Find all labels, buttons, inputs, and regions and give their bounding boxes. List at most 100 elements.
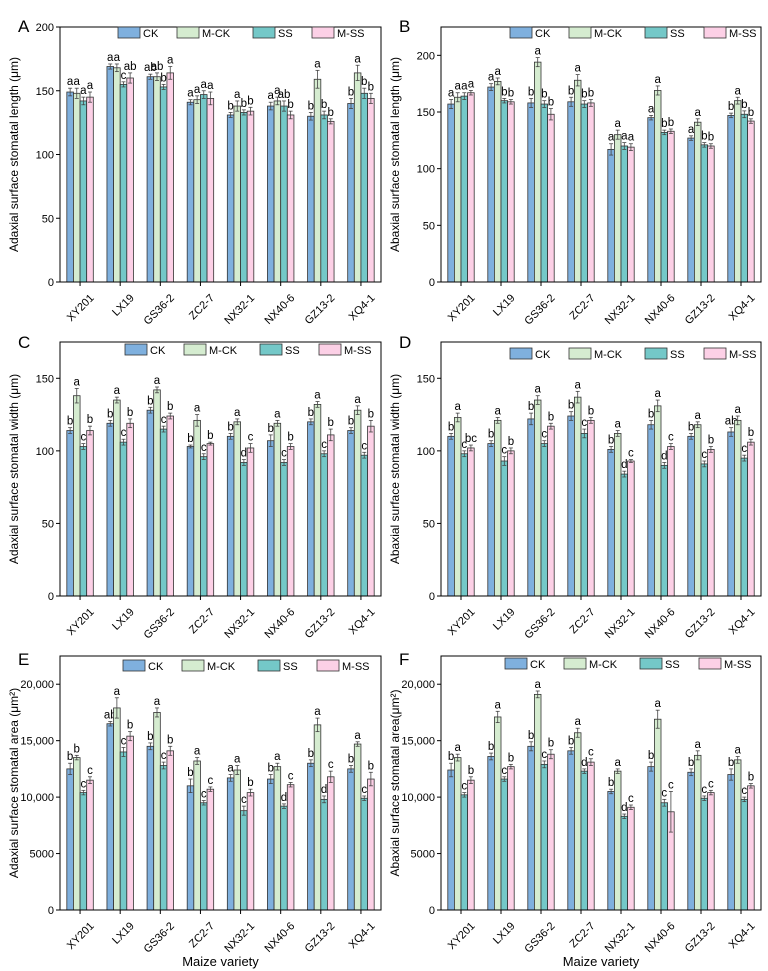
significance-label: bc <box>465 433 477 445</box>
significance-label: a <box>194 84 201 96</box>
significance-label: c <box>87 765 93 777</box>
significance-label: b <box>728 101 734 113</box>
bar-m-ck-gz13-2 <box>313 78 322 283</box>
bar-ss-zc2-7 <box>200 94 208 283</box>
significance-label: b <box>147 731 153 743</box>
significance-label: ab <box>151 61 164 73</box>
significance-label: b <box>648 408 654 420</box>
legend-label: CK <box>148 661 164 673</box>
x-tick-label: LX19 <box>110 920 137 947</box>
significance-label: a <box>354 730 361 742</box>
significance-label: a <box>207 80 214 92</box>
bar-ck-xq4-1 <box>347 103 355 283</box>
significance-label: b <box>741 99 747 111</box>
legend-label: M-SS <box>729 349 757 361</box>
bar-ck-nx40-6 <box>647 117 655 283</box>
bar-m-ss-xy201 <box>86 779 94 911</box>
bar-ss-zc2-7 <box>200 802 208 911</box>
bar-ck-nx40-6 <box>267 105 275 283</box>
significance-label: b <box>708 435 714 447</box>
significance-label: b <box>268 423 274 435</box>
x-tick-label: ZC2-7 <box>568 606 598 636</box>
significance-label: b <box>167 734 173 746</box>
significance-label: c <box>461 439 467 451</box>
bar-ss-lx19 <box>500 100 508 283</box>
significance-label: a <box>494 405 501 417</box>
significance-label: c <box>80 778 86 790</box>
bar-m-ss-zc2-7 <box>587 102 595 283</box>
x-tick-label: XY201 <box>65 606 97 638</box>
bar-ck-xy201 <box>66 768 74 911</box>
x-tick-label: GZ13-2 <box>683 292 718 327</box>
significance-label: a <box>628 132 635 144</box>
bar-ss-gs36-2 <box>540 103 548 283</box>
bar-ss-xq4-1 <box>360 454 368 597</box>
significance-label: b <box>468 765 474 777</box>
bar-m-ss-nx32-1 <box>246 447 255 597</box>
significance-label: a <box>654 74 661 86</box>
significance-label: b <box>127 407 133 419</box>
significance-label: c <box>541 749 547 761</box>
x-tick-label: GS36-2 <box>142 606 177 641</box>
legend-swatch-ck <box>117 26 141 39</box>
bar-ck-xy201 <box>66 430 74 597</box>
bar-ck-nx32-1 <box>607 148 615 283</box>
bar-m-ss-xy201 <box>467 447 475 597</box>
legend-swatch-ss <box>644 347 668 360</box>
bar-m-ck-nx40-6 <box>654 405 662 597</box>
legend-label: M-CK <box>589 659 618 671</box>
significance-label: b <box>688 421 694 433</box>
x-tick-label: NX32-1 <box>222 292 257 327</box>
x-tick-label: NX32-1 <box>222 606 257 641</box>
bar-ss-nx40-6 <box>280 462 288 597</box>
significance-label: a <box>74 76 81 88</box>
legend-swatch-m-ss <box>311 26 335 39</box>
bar-ck-gs36-2 <box>527 745 535 911</box>
significance-label: d <box>581 757 587 769</box>
significance-label: b <box>328 107 334 119</box>
legend-label: M-SS <box>342 661 370 673</box>
significance-label: b <box>548 97 554 109</box>
significance-label: c <box>201 788 207 800</box>
significance-label: c <box>708 778 714 790</box>
bar-ck-gz13-2 <box>307 762 315 911</box>
bar-m-ss-zc2-7 <box>587 761 595 911</box>
legend-label: CK <box>530 659 546 671</box>
significance-label: b <box>368 760 374 772</box>
bar-m-ck-zc2-7 <box>574 732 582 911</box>
x-tick-label: ZC2-7 <box>187 606 217 636</box>
significance-label: c <box>121 70 127 82</box>
bar-ck-gz13-2 <box>687 137 695 283</box>
bar-ck-zc2-7 <box>186 785 195 911</box>
significance-label: ab <box>124 61 137 73</box>
bar-ss-xy201 <box>79 446 88 597</box>
significance-label: a <box>461 81 468 93</box>
y-axis-label: Adaxial surface stomatal width (μm) <box>7 374 21 564</box>
significance-label: b <box>147 395 153 407</box>
legend-label: M-SS <box>337 28 365 40</box>
legend-label: M-CK <box>209 345 238 357</box>
significance-label: a <box>654 698 661 710</box>
significance-label: c <box>328 759 334 771</box>
significance-label: a <box>167 55 174 67</box>
significance-label: c <box>207 775 213 787</box>
panel-label: F <box>399 650 409 669</box>
bar-ck-xy201 <box>66 91 74 283</box>
significance-label: a <box>574 379 581 391</box>
legend-label: CK <box>150 345 166 357</box>
significance-label: b <box>241 98 247 110</box>
significance-label: c <box>241 794 247 806</box>
legend: CK M-CK SS M-SS <box>509 347 757 361</box>
significance-label: a <box>688 124 695 136</box>
x-tick-label: GS36-2 <box>522 920 557 955</box>
bar-ck-nx40-6 <box>647 424 655 597</box>
y-tick-label: 5000 <box>30 849 54 861</box>
significance-label: b <box>227 100 233 112</box>
significance-label: b <box>308 748 314 760</box>
bar-ss-nx32-1 <box>620 473 628 597</box>
bar-m-ck-xq4-1 <box>734 419 742 597</box>
significance-label: c <box>668 779 674 791</box>
bar-ss-gs36-2 <box>159 765 168 911</box>
bar-m-ck-xy201 <box>453 417 462 597</box>
significance-label: b <box>187 767 193 779</box>
